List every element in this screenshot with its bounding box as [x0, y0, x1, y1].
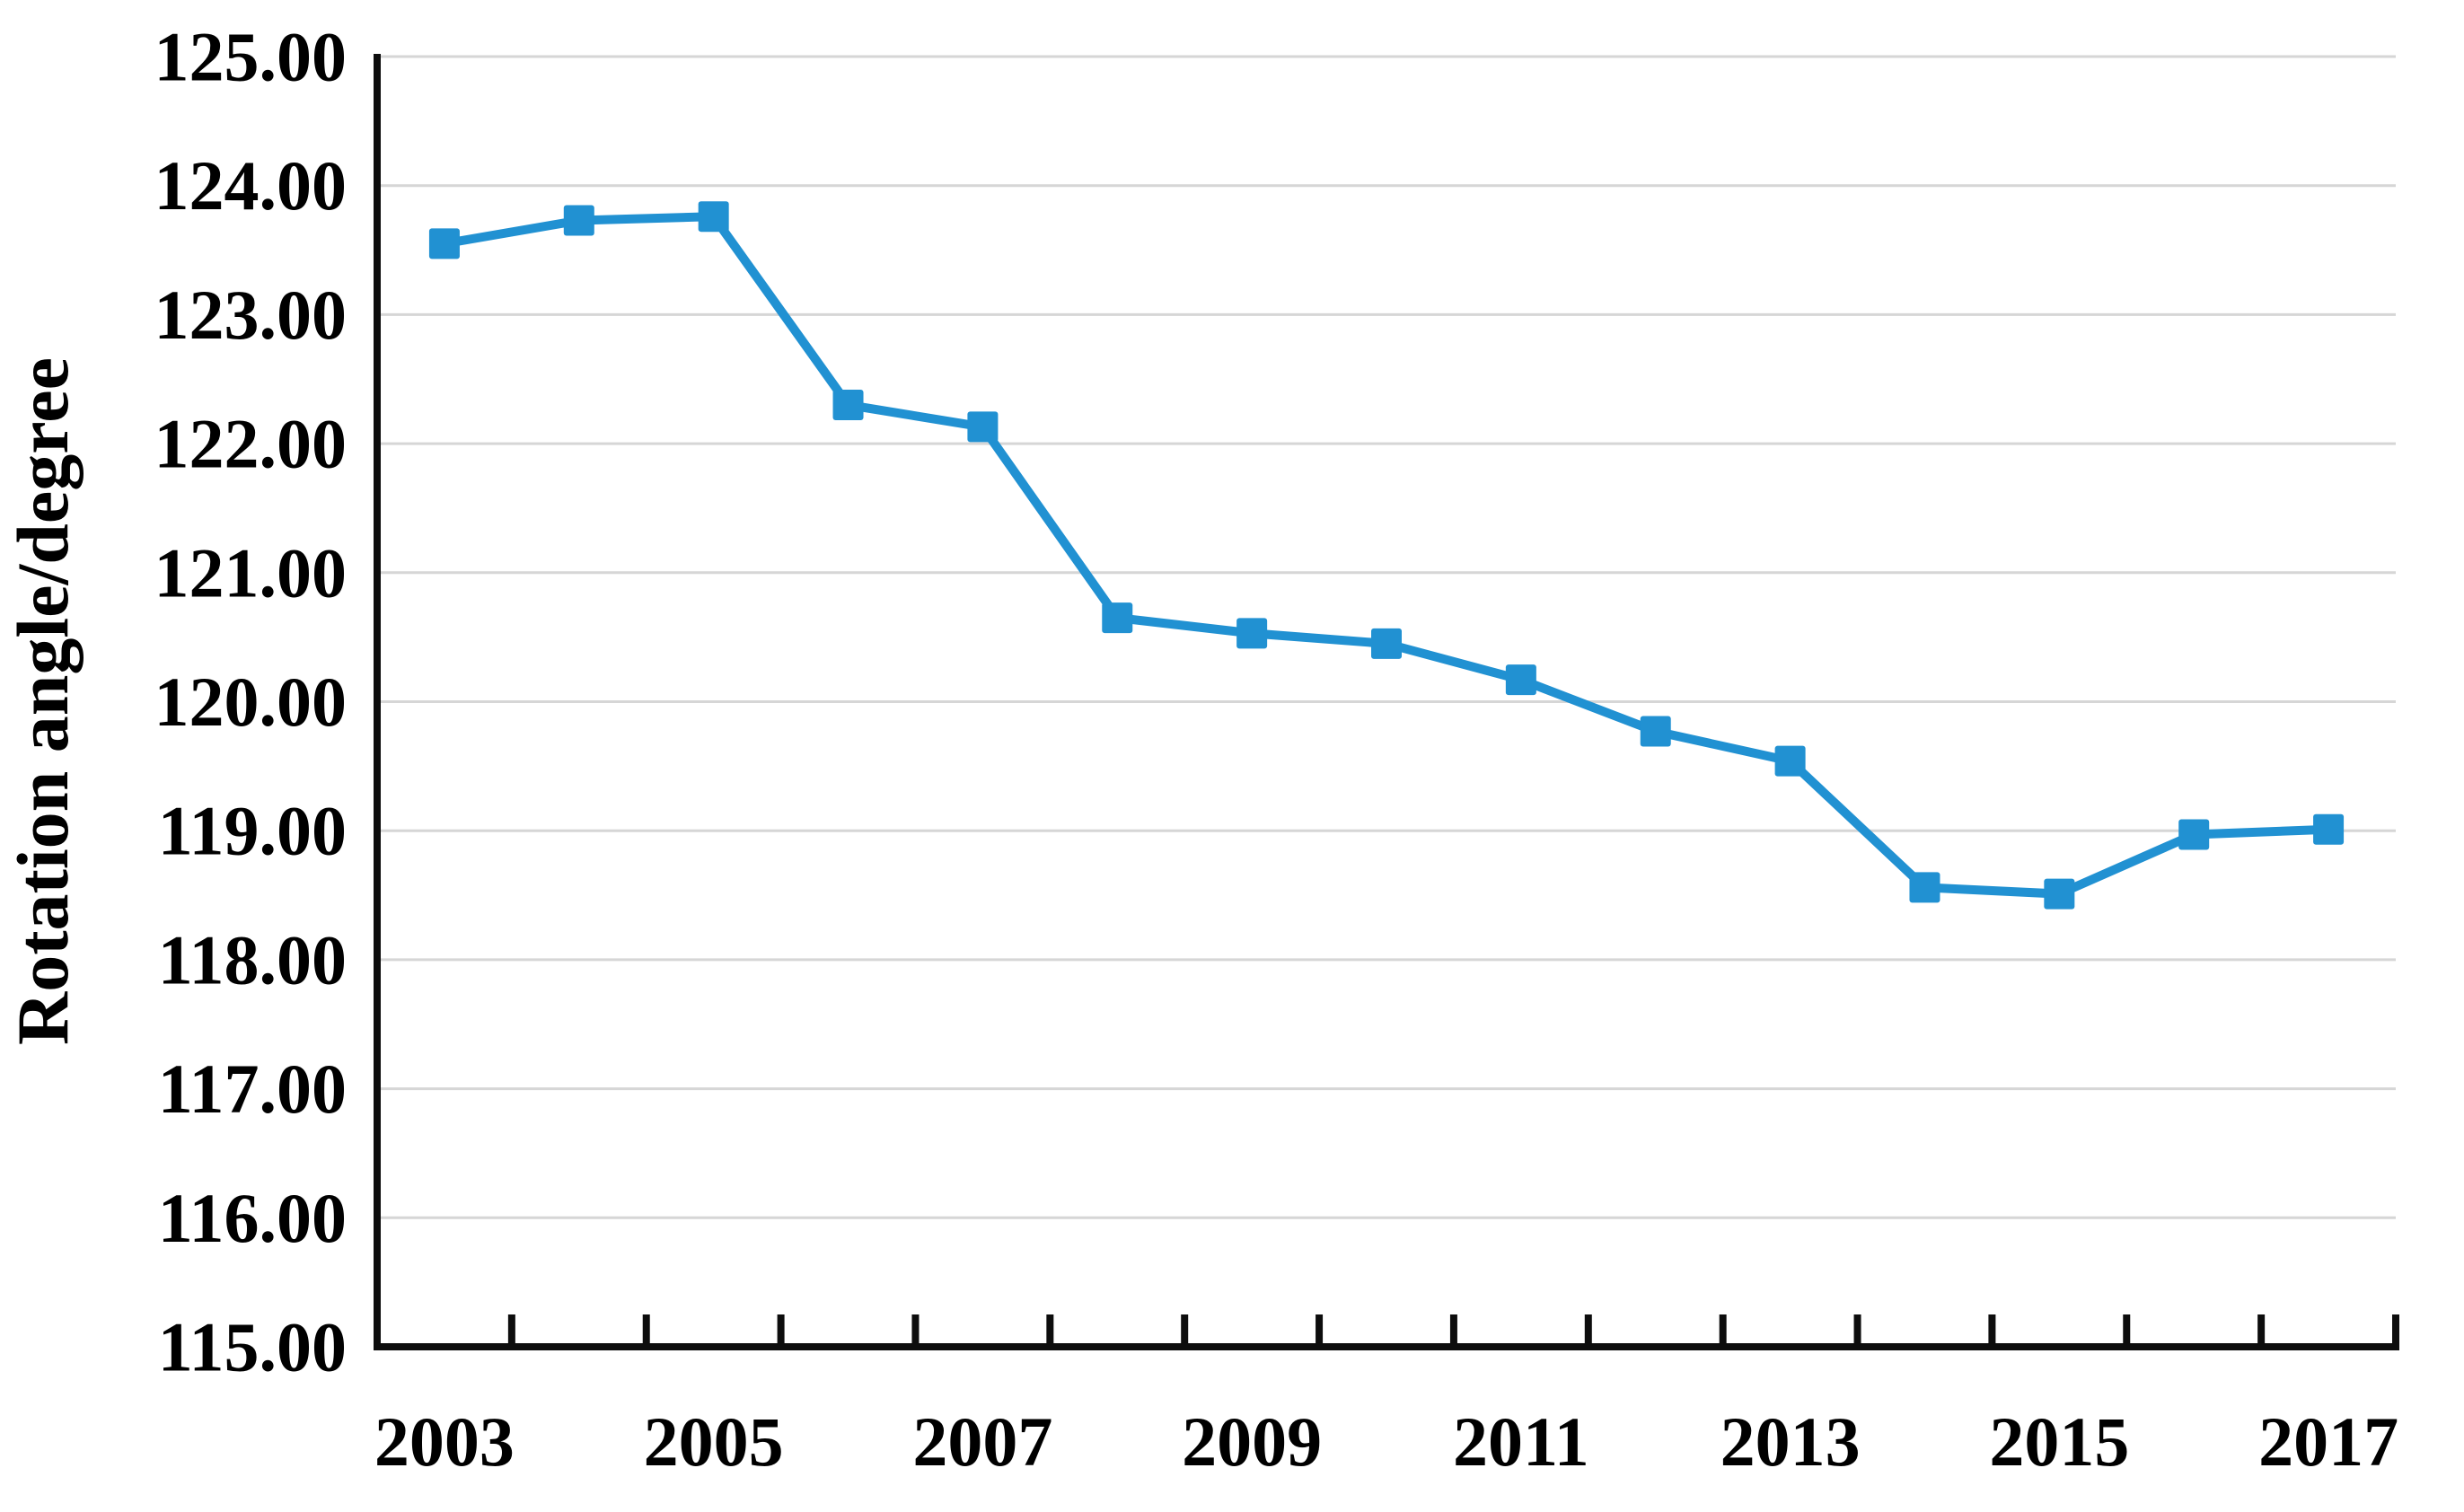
data-point-marker — [698, 201, 729, 233]
y-tick-label: 122.00 — [154, 405, 348, 483]
data-point-marker — [428, 228, 460, 259]
data-point-marker — [967, 411, 999, 443]
x-tick-label: 2009 — [1182, 1402, 1322, 1481]
axis-labels: 115.00 116.00 117.00 118.00 119.00 120.00 121.… — [154, 18, 2399, 1481]
y-axis-title: Rotation angle/degree — [2, 357, 84, 1045]
y-tick-label: 125.00 — [154, 18, 348, 96]
data-point-marker — [1236, 618, 1268, 649]
data-point-marker — [2313, 813, 2345, 845]
y-tick-label: 119.00 — [158, 792, 347, 870]
y-tick-label: 115.00 — [158, 1308, 347, 1386]
y-tick-label: 123.00 — [154, 276, 348, 354]
data-line — [444, 212, 2329, 899]
data-point-marker — [2178, 819, 2210, 850]
data-point-marker — [1371, 628, 1402, 659]
data-point-marker — [1102, 602, 1133, 634]
y-tick-label: 117.00 — [158, 1050, 347, 1128]
y-tick-label: 121.00 — [154, 533, 348, 611]
x-tick-label: 2003 — [374, 1402, 515, 1481]
x-tick-label: 2015 — [1989, 1402, 2129, 1481]
y-tick-label: 116.00 — [158, 1179, 347, 1257]
x-tick-label: 2005 — [644, 1402, 784, 1481]
data-point-marker — [1640, 716, 1671, 747]
x-tick-label: 2017 — [2258, 1402, 2398, 1481]
y-tick-label: 120.00 — [154, 663, 348, 741]
data-point-marker — [2044, 878, 2075, 910]
y-tick-label: 118.00 — [158, 920, 347, 998]
x-tick-label: 2007 — [912, 1402, 1052, 1481]
gridlines — [381, 55, 2396, 1219]
data-point-marker — [1505, 664, 1536, 696]
data-point-marker — [832, 389, 864, 420]
data-point-marker — [1909, 872, 1940, 903]
data-point-marker — [563, 205, 594, 236]
data-series — [428, 201, 2345, 910]
x-tick-label: 2013 — [1720, 1402, 1861, 1481]
axes — [374, 54, 2399, 1350]
y-tick-label: 124.00 — [154, 146, 348, 224]
x-tick-label: 2011 — [1453, 1402, 1589, 1481]
data-point-marker — [1774, 745, 1806, 777]
